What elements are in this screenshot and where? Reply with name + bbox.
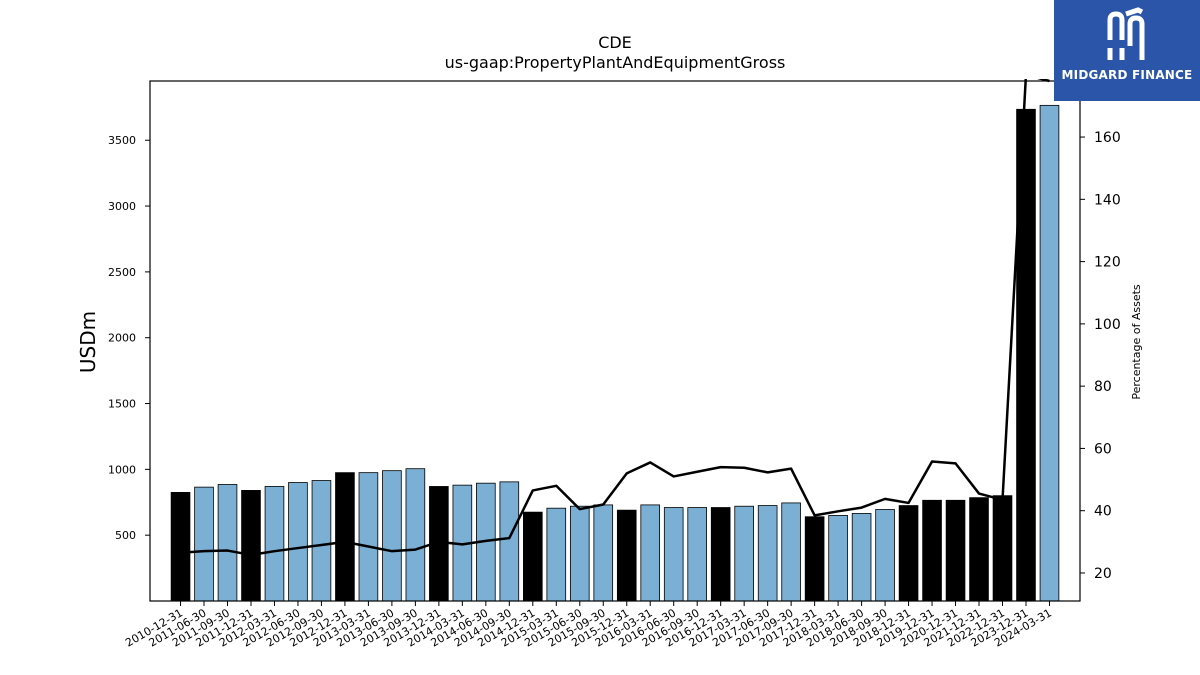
y-tick-label: 2000 <box>108 332 136 345</box>
y2-tick-label: 140 <box>1094 192 1121 208</box>
bar <box>170 491 191 602</box>
bar <box>616 509 637 602</box>
bar <box>898 505 919 602</box>
y2-tick-label: 120 <box>1094 255 1121 271</box>
bar <box>288 482 308 602</box>
y2-axis-label: Percentage of Assets <box>1130 284 1143 400</box>
bar <box>734 505 754 602</box>
bar <box>335 472 355 602</box>
axes-group: 500 1000 1500 2000 2500 3000 3500 20 40 60 80 100 12… <box>108 80 1121 650</box>
bar <box>969 497 989 602</box>
chart-title: CDE <box>598 33 632 52</box>
line-group <box>180 79 1050 557</box>
y2-tick-label: 160 <box>1094 130 1121 146</box>
bar <box>640 504 661 602</box>
bar <box>523 511 543 602</box>
bar <box>241 490 261 602</box>
bar <box>828 515 848 602</box>
y-tick-label: 3500 <box>108 134 136 147</box>
bar <box>358 472 379 602</box>
bar <box>264 486 285 602</box>
bar <box>922 499 942 602</box>
bar <box>945 499 966 602</box>
y2-tick-label: 20 <box>1094 566 1112 582</box>
brand-logo: MIDGARD FINANCE <box>1054 0 1200 101</box>
mf-monogram-icon <box>1107 7 1145 60</box>
y2-tick-label: 60 <box>1094 441 1112 457</box>
bar <box>569 505 590 602</box>
bar <box>593 504 614 602</box>
bar <box>851 513 872 602</box>
bar <box>781 502 801 602</box>
y2-tick-label: 40 <box>1094 504 1112 520</box>
bar <box>663 507 684 602</box>
y-tick-label: 1000 <box>108 463 136 476</box>
bar <box>405 468 426 602</box>
bar <box>311 480 332 602</box>
bar <box>546 507 567 602</box>
bar <box>499 481 520 602</box>
chart-subtitle: us-gaap:PropertyPlantAndEquipmentGross <box>445 53 786 72</box>
bar <box>687 507 707 602</box>
bar <box>804 516 825 602</box>
bar <box>194 486 214 602</box>
series-line <box>180 79 1050 557</box>
bar <box>710 507 731 602</box>
y2-tick-label: 80 <box>1094 379 1112 395</box>
bar <box>382 470 402 602</box>
plot-frame <box>149 80 1081 602</box>
bar <box>992 495 1013 602</box>
bar <box>875 509 895 602</box>
bar-group <box>170 104 1060 602</box>
bar <box>757 505 778 602</box>
y-tick-label: 2500 <box>108 266 136 279</box>
y-tick-label: 1500 <box>108 398 136 411</box>
bar <box>217 484 238 602</box>
y-tick-label: 3000 <box>108 200 136 213</box>
brand-name: MIDGARD FINANCE <box>1061 68 1193 82</box>
y-tick-label: 500 <box>115 529 136 542</box>
bar <box>1039 104 1060 602</box>
y-axis-label: USDm <box>76 311 100 373</box>
y2-tick-label: 100 <box>1094 317 1121 333</box>
